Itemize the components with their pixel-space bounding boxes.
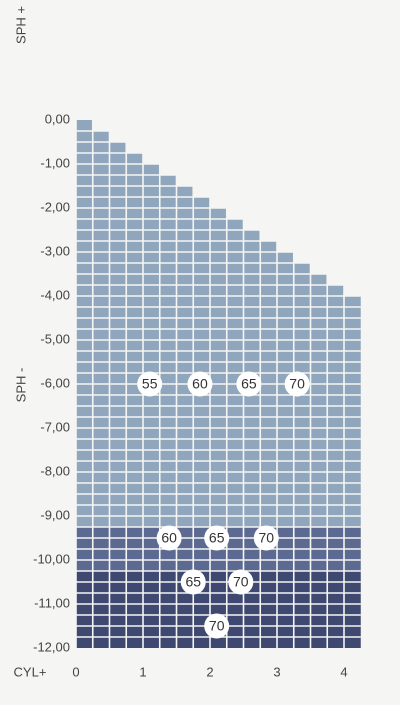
index-badge: 55 — [137, 371, 163, 397]
index-badge: 60 — [156, 525, 182, 551]
zone-cell — [310, 571, 328, 648]
y-tick-label: -8,00 — [40, 463, 70, 478]
badge-circle — [180, 569, 206, 595]
y-tick-label: -3,00 — [40, 243, 70, 258]
zone-cell — [176, 186, 194, 527]
x-tick-label: 1 — [139, 664, 146, 679]
x-tick-label: 4 — [340, 664, 347, 679]
index-badge: 65 — [180, 569, 206, 595]
index-badge: 70 — [204, 613, 230, 639]
zone-cell — [344, 571, 361, 648]
badge-circle — [204, 525, 230, 551]
y-tick-label: -7,00 — [40, 419, 70, 434]
y-tick-label: -6,00 — [40, 375, 70, 390]
y-tick-label: -10,00 — [33, 551, 70, 566]
index-badge: 70 — [228, 569, 254, 595]
badge-label: 70 — [289, 376, 305, 392]
zone-cell — [92, 571, 110, 648]
badge-circle — [284, 371, 310, 397]
y-tick-label: -5,00 — [40, 331, 70, 346]
zone-cell — [327, 571, 344, 648]
y-tick-label: -12,00 — [33, 639, 70, 654]
zone-cell — [210, 208, 227, 527]
zone-cell — [159, 571, 177, 648]
badge-label: 70 — [258, 530, 274, 546]
zone-cell — [277, 252, 294, 527]
zone-cell — [293, 571, 311, 648]
zone-cell — [109, 142, 127, 527]
badge-label: 70 — [209, 618, 225, 634]
zone-cell — [143, 571, 160, 648]
x-tick-label: 2 — [206, 664, 213, 679]
x-tick-label: 0 — [72, 664, 79, 679]
index-badge: 65 — [204, 525, 230, 551]
badge-label: 70 — [233, 574, 249, 590]
badge-label: 65 — [209, 530, 225, 546]
badge-label: 60 — [161, 530, 177, 546]
badge-circle — [137, 371, 163, 397]
index-badge: 65 — [236, 371, 262, 397]
badge-circle — [228, 569, 254, 595]
index-badge: 70 — [284, 371, 310, 397]
zone-cell — [260, 571, 277, 648]
badge-circle — [156, 525, 182, 551]
badge-label: 55 — [142, 376, 158, 392]
y-label: SPH - — [13, 368, 28, 403]
zone-cell — [76, 571, 93, 648]
y-tick-label: -1,00 — [40, 155, 70, 170]
zone-cell — [143, 164, 160, 527]
badge-circle — [253, 525, 279, 551]
zone-cell — [76, 120, 93, 527]
y-label-top: SPH + — [13, 6, 28, 44]
zone-cell — [109, 571, 127, 648]
zone-cell — [126, 571, 143, 648]
badge-label: 65 — [241, 376, 257, 392]
badge-circle — [204, 613, 230, 639]
y-tick-label: -2,00 — [40, 199, 70, 214]
x-tick-label: 3 — [273, 664, 280, 679]
index-badge: 60 — [187, 371, 213, 397]
x-label: CYL+ — [14, 664, 47, 679]
zone-cell — [310, 274, 328, 527]
zone-cell — [277, 571, 294, 648]
y-tick-label: -9,00 — [40, 507, 70, 522]
y-tick-label: 0,00 — [45, 111, 70, 126]
y-tick-label: -4,00 — [40, 287, 70, 302]
zone-cell — [344, 296, 361, 527]
badge-circle — [187, 371, 213, 397]
badge-label: 65 — [185, 574, 201, 590]
y-tick-label: -11,00 — [34, 595, 70, 610]
badge-circle — [236, 371, 262, 397]
index-badge: 70 — [253, 525, 279, 551]
badge-label: 60 — [192, 376, 208, 392]
